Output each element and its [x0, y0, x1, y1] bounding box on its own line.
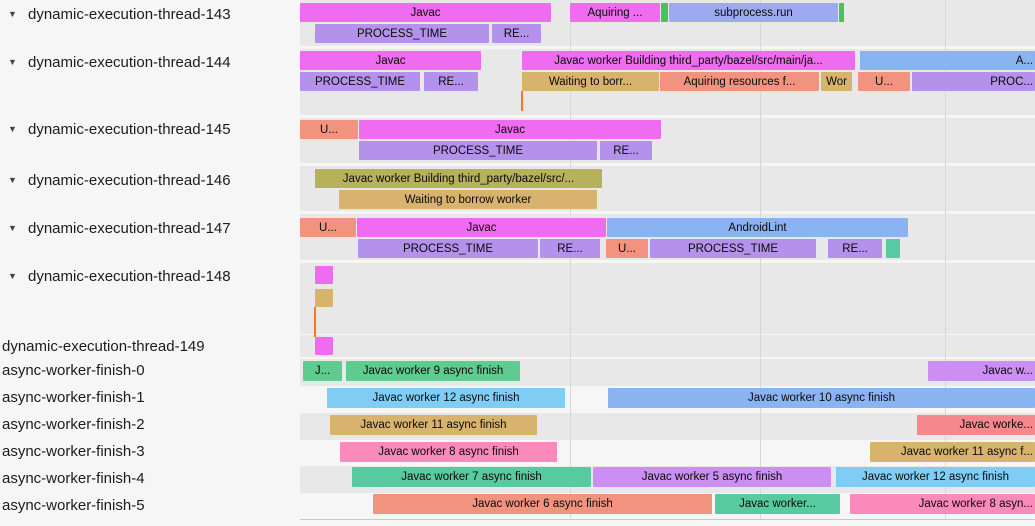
timeline-slice[interactable]: Javac [359, 120, 661, 139]
timeline-slice[interactable]: RE... [424, 72, 478, 91]
timeline-slice[interactable]: subprocess.run [669, 3, 838, 22]
track-label-dynamic-execution-thread-145[interactable]: ▼ dynamic-execution-thread-145 [0, 119, 300, 139]
track-label-text: dynamic-execution-thread-149 [2, 337, 205, 355]
track-label-async-worker-finish-1[interactable]: async-worker-finish-1 [0, 387, 302, 407]
track-stripe [300, 335, 1035, 357]
collapse-triangle-icon[interactable]: ▼ [8, 271, 17, 281]
track-label-async-worker-finish-4[interactable]: async-worker-finish-4 [0, 468, 302, 488]
collapse-triangle-icon[interactable]: ▼ [8, 9, 17, 19]
timeline-slice[interactable]: RE... [492, 24, 541, 43]
track-label-dynamic-execution-thread-147[interactable]: ▼ dynamic-execution-thread-147 [0, 218, 300, 238]
track-label-text: async-worker-finish-1 [2, 388, 145, 406]
track-label-text: dynamic-execution-thread-147 [28, 219, 231, 237]
track-label-text: async-worker-finish-2 [2, 415, 145, 433]
timeline-slice-small[interactable] [839, 3, 844, 22]
timeline-slice[interactable]: PROCESS_TIME [300, 72, 420, 91]
track-label-text: async-worker-finish-5 [2, 496, 145, 514]
timeline-slice[interactable]: Javac worker 8 async finish [340, 442, 557, 462]
timeline-slice[interactable]: Javac worker Building third_party/bazel/… [522, 51, 855, 70]
timeline-slice[interactable]: Javac worker 12 async finish [327, 388, 565, 408]
timeline-slice[interactable]: Javac worker 10 async finish [608, 388, 1035, 408]
timeline-slice[interactable]: Javac worker 12 async finish [836, 467, 1035, 487]
timeline-slice-small[interactable] [315, 289, 333, 307]
timeline-slice[interactable]: Waiting to borrow worker [339, 190, 597, 209]
timeline-slice[interactable]: Javac worker 6 async finish [373, 494, 712, 514]
track-label-dynamic-execution-thread-143[interactable]: ▼ dynamic-execution-thread-143 [0, 4, 300, 24]
timeline-slice[interactable]: Javac w... [928, 361, 1035, 381]
track-label-dynamic-execution-thread-148[interactable]: ▼ dynamic-execution-thread-148 [0, 266, 300, 286]
track-label-async-worker-finish-0[interactable]: async-worker-finish-0 [0, 360, 302, 380]
timeline-slice[interactable]: U... [606, 239, 648, 258]
timeline-slice[interactable]: Javac worker 7 async finish [352, 467, 591, 487]
track-label-panel: ▼ dynamic-execution-thread-143 ▼ dynamic-ex… [0, 0, 300, 526]
timeline-slice[interactable]: U... [858, 72, 910, 91]
track-label-dynamic-execution-thread-144[interactable]: ▼ dynamic-execution-thread-144 [0, 52, 300, 72]
timeline-slice[interactable]: Javac [357, 218, 606, 237]
timeline-slice[interactable]: Javac worker 9 async finish [346, 361, 520, 381]
collapse-triangle-icon[interactable]: ▼ [8, 223, 17, 233]
track-label-text: async-worker-finish-0 [2, 361, 145, 379]
timeline-slice[interactable]: RE... [540, 239, 600, 258]
timeline-slice[interactable]: RE... [828, 239, 882, 258]
time-gridline [570, 0, 571, 519]
timeline-slice[interactable]: Javac worker 11 async finish [330, 415, 537, 435]
timeline-slice[interactable]: Javac [300, 51, 481, 70]
timeline-slice[interactable]: Aquiring ... [570, 3, 660, 22]
timeline-panel[interactable]: Javac Aquiring ... subprocess.run PROCESS_T… [300, 0, 1035, 526]
track-stripe [300, 263, 1035, 334]
timeline-slice[interactable]: Waiting to borr... [522, 72, 659, 91]
timeline-slice[interactable]: Javac [300, 3, 551, 22]
timeline-slice[interactable]: PROCESS_TIME [359, 141, 597, 160]
track-label-text: dynamic-execution-thread-143 [28, 5, 231, 23]
timeline-slice[interactable]: PROCESS_TIME [650, 239, 816, 258]
track-label-text: async-worker-finish-3 [2, 442, 145, 460]
flow-event-tick [521, 91, 523, 111]
timeline-slice-small[interactable] [315, 337, 333, 355]
timeline-slice[interactable]: Javac worke... [917, 415, 1035, 435]
collapse-triangle-icon[interactable]: ▼ [8, 124, 17, 134]
timeline-slice[interactable]: Javac worker 11 async f... [870, 442, 1035, 462]
timeline-slice-small[interactable] [315, 266, 333, 284]
timeline-bottom-border [300, 519, 1035, 520]
timeline-slice[interactable]: PROC... [912, 72, 1035, 91]
timeline-slice[interactable]: PROCESS_TIME [358, 239, 538, 258]
collapse-triangle-icon[interactable]: ▼ [8, 57, 17, 67]
collapse-triangle-icon[interactable]: ▼ [8, 175, 17, 185]
time-gridline [760, 0, 761, 519]
timeline-slice[interactable]: J... [303, 361, 342, 381]
track-label-text: async-worker-finish-4 [2, 469, 145, 487]
time-gridline [945, 0, 946, 519]
track-label-async-worker-finish-5[interactable]: async-worker-finish-5 [0, 495, 302, 515]
timeline-slice-small[interactable] [661, 3, 668, 22]
track-label-text: dynamic-execution-thread-144 [28, 53, 231, 71]
timeline-slice[interactable]: Javac worker 8 asyn... [850, 494, 1035, 514]
timeline-slice[interactable]: U... [300, 120, 358, 139]
track-label-text: dynamic-execution-thread-146 [28, 171, 231, 189]
track-label-async-worker-finish-2[interactable]: async-worker-finish-2 [0, 414, 302, 434]
timeline-slice[interactable]: Javac worker Building third_party/bazel/… [315, 169, 602, 188]
timeline-slice[interactable]: Aquiring resources f... [660, 72, 819, 91]
timeline-slice[interactable]: Javac worker 5 async finish [593, 467, 831, 487]
timeline-slice[interactable]: A... [860, 51, 1035, 70]
track-label-dynamic-execution-thread-146[interactable]: ▼ dynamic-execution-thread-146 [0, 170, 300, 190]
track-label-text: dynamic-execution-thread-145 [28, 120, 231, 138]
track-label-async-worker-finish-3[interactable]: async-worker-finish-3 [0, 441, 302, 461]
track-label-text: dynamic-execution-thread-148 [28, 267, 231, 285]
timeline-slice[interactable]: Javac worker... [715, 494, 840, 514]
flow-event-tick [314, 307, 316, 337]
timeline-slice-small[interactable] [886, 239, 900, 258]
timeline-slice[interactable]: RE... [600, 141, 652, 160]
timeline-slice[interactable]: PROCESS_TIME [315, 24, 489, 43]
timeline-slice[interactable]: U... [300, 218, 356, 237]
timeline-slice[interactable]: AndroidLint [607, 218, 908, 237]
track-label-dynamic-execution-thread-149[interactable]: dynamic-execution-thread-149 [0, 336, 302, 356]
timeline-slice[interactable]: Wor [821, 72, 852, 91]
